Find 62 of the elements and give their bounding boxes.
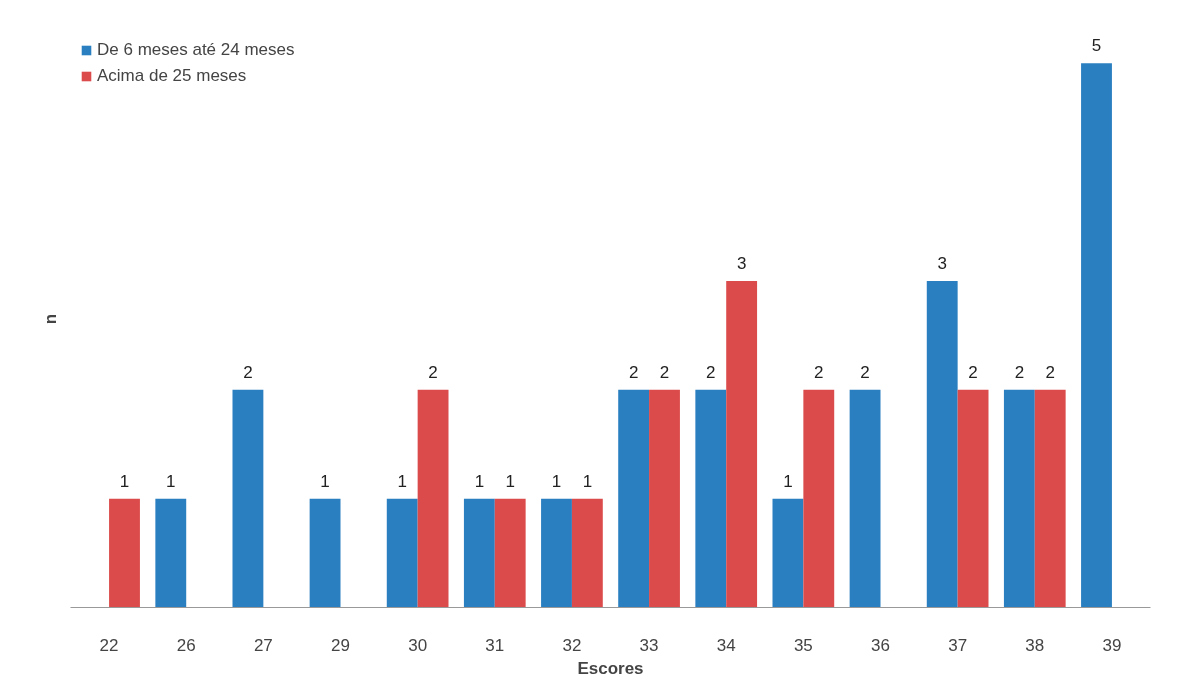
data-label: 2 — [860, 362, 870, 382]
y-axis-title: n — [40, 313, 60, 325]
data-label: 1 — [474, 471, 485, 491]
data-label: 1 — [397, 471, 407, 491]
bar — [957, 389, 989, 608]
bar — [1034, 389, 1066, 608]
data-label: 1 — [119, 471, 130, 491]
x-tick-label: 26 — [176, 635, 196, 655]
data-label: 2 — [1045, 362, 1055, 382]
bar — [849, 389, 881, 608]
x-tick-label: 32 — [562, 635, 582, 655]
bar — [232, 389, 264, 608]
legend-label: De 6 meses até 24 meses — [97, 40, 295, 60]
bar — [1081, 63, 1112, 608]
bar — [571, 498, 603, 608]
data-label: 3 — [736, 253, 747, 273]
x-tick-label: 29 — [331, 635, 350, 655]
bar — [926, 280, 958, 608]
data-label: 2 — [814, 362, 824, 382]
data-label: 1 — [551, 471, 562, 491]
bar — [386, 498, 418, 608]
data-label: 2 — [659, 362, 670, 382]
bar — [541, 498, 572, 608]
data-label: 2 — [243, 362, 253, 382]
bar — [109, 498, 140, 608]
x-axis-title: Escores — [577, 658, 644, 678]
x-tick-label: 30 — [408, 635, 428, 655]
x-tick-label: 36 — [871, 635, 890, 655]
bar — [494, 498, 526, 608]
data-label: 3 — [937, 253, 947, 273]
bar — [463, 498, 495, 608]
x-tick-label: 33 — [639, 635, 659, 655]
bar — [618, 389, 650, 608]
data-label: 1 — [320, 471, 330, 491]
data-label: 2 — [428, 362, 438, 382]
data-label: 1 — [505, 471, 515, 491]
bar — [695, 389, 727, 608]
x-tick-label: 31 — [485, 635, 505, 655]
bar — [309, 498, 341, 608]
data-label: 1 — [166, 471, 176, 491]
x-tick-label: 38 — [1025, 635, 1045, 655]
data-label: 2 — [628, 362, 639, 382]
data-label: 2 — [1014, 362, 1025, 382]
data-label: 2 — [706, 362, 716, 382]
x-tick-label: 34 — [716, 635, 736, 655]
bar — [155, 498, 187, 608]
bar — [803, 389, 835, 608]
x-tick-label: 35 — [793, 635, 813, 655]
data-label: 1 — [783, 471, 793, 491]
data-label: 5 — [1091, 36, 1102, 56]
bar — [726, 280, 758, 608]
x-tick-label: 39 — [1102, 635, 1122, 655]
bar — [649, 389, 680, 608]
x-tick-label: 27 — [253, 635, 273, 655]
bar — [1003, 389, 1035, 608]
data-label: 1 — [582, 471, 593, 491]
bar — [417, 389, 449, 608]
x-tick-label: 37 — [948, 635, 968, 655]
legend-label: Acima de 25 meses — [97, 66, 247, 86]
x-tick-label: 22 — [99, 635, 119, 655]
bar — [772, 498, 804, 608]
data-label: 2 — [968, 362, 978, 382]
